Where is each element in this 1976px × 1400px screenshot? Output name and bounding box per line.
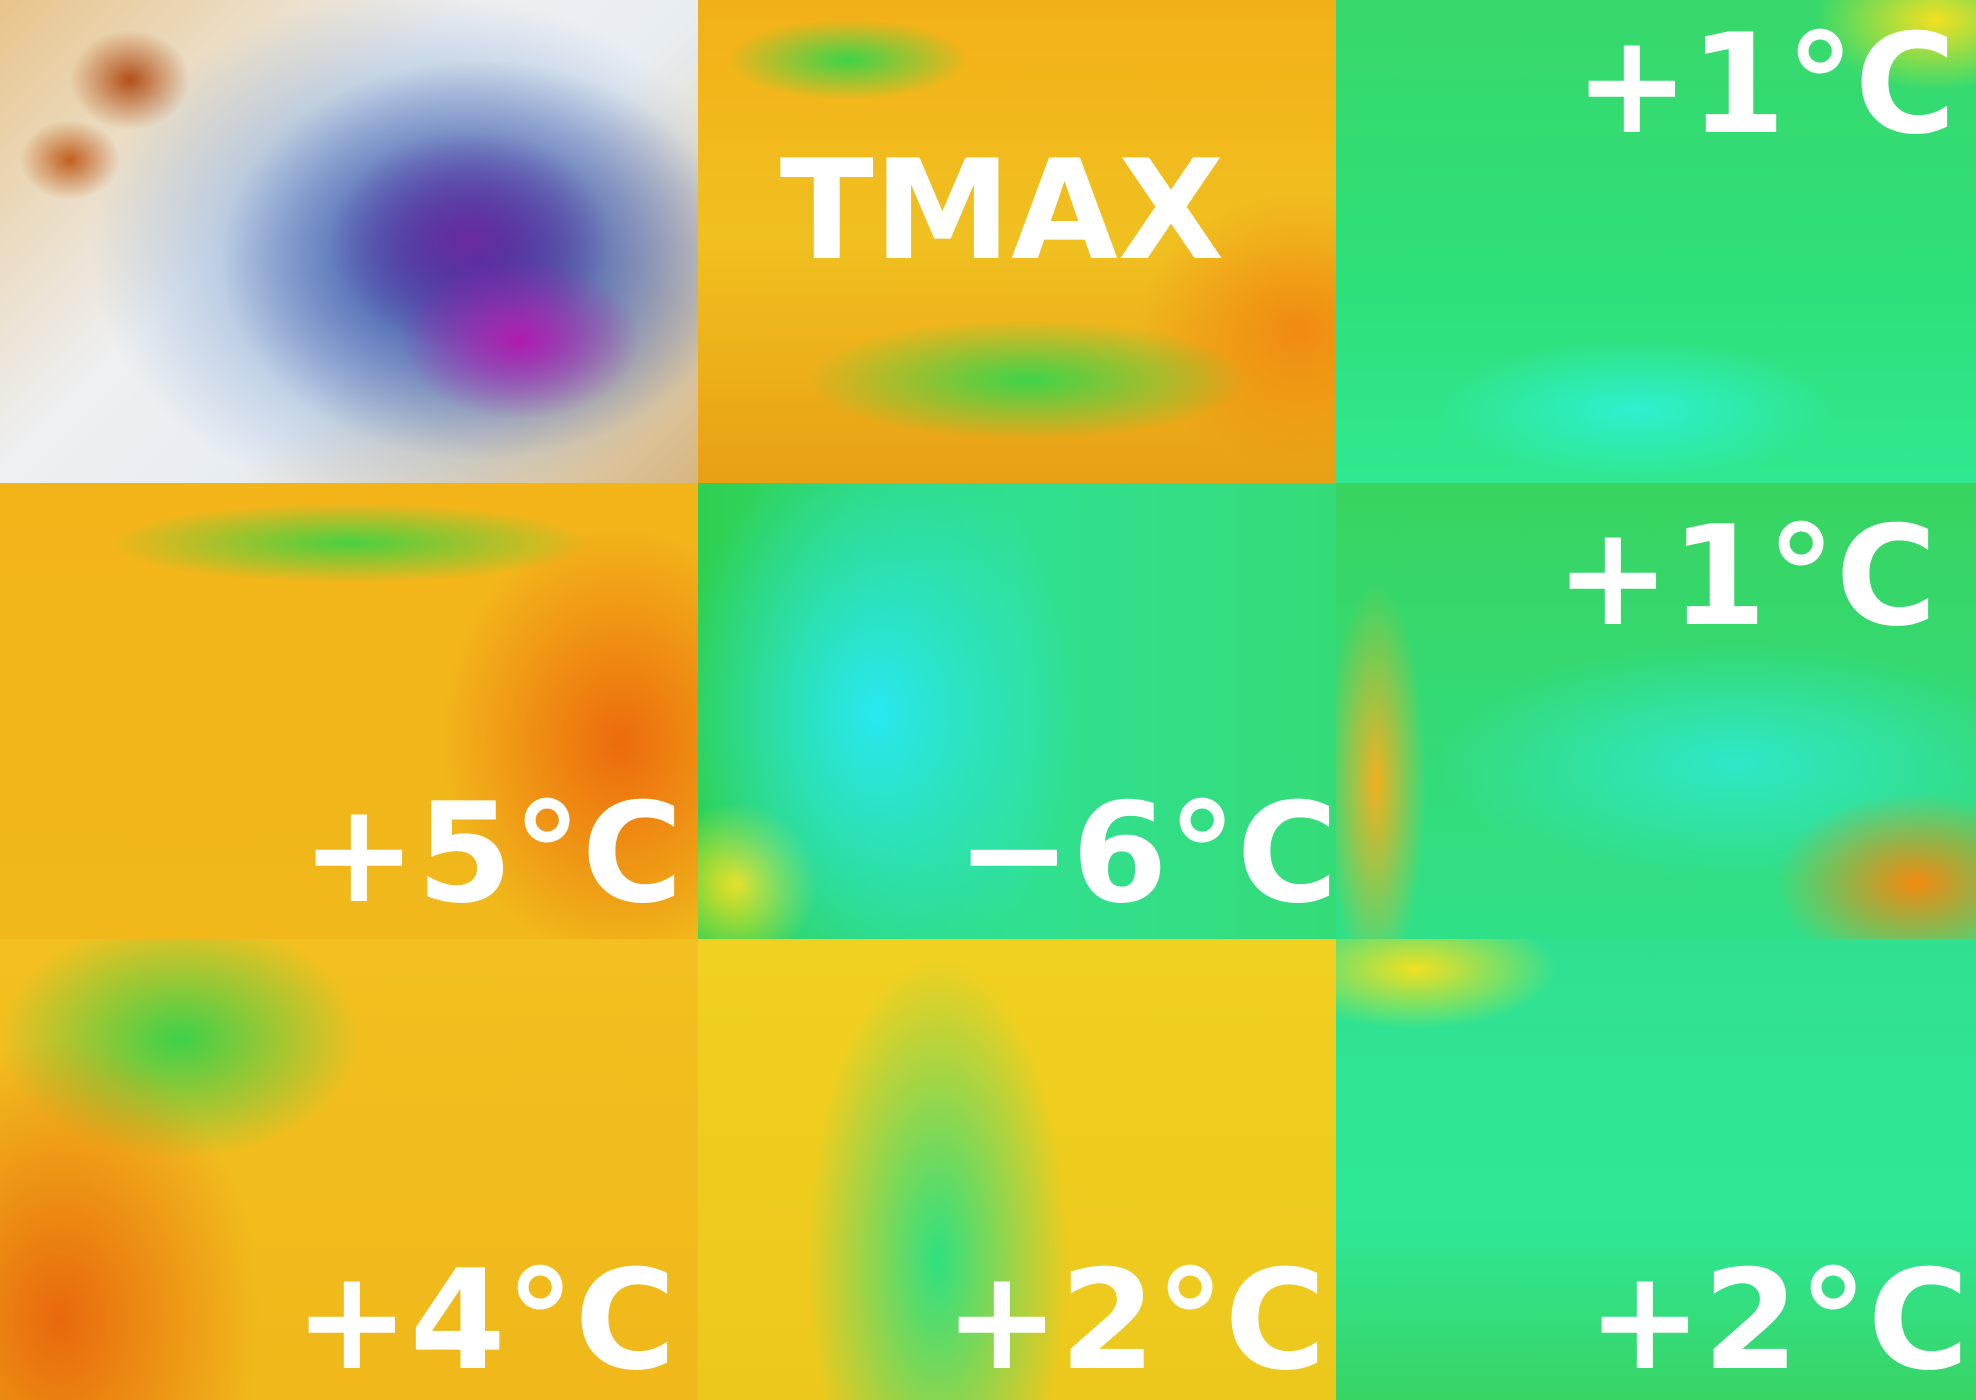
panel-label: −6°C <box>956 773 1338 934</box>
panel-label: +2°C <box>944 1240 1326 1400</box>
map-tile <box>1336 939 1976 1400</box>
map-tile <box>0 0 698 483</box>
panel-label: TMAX <box>780 130 1225 291</box>
panel-label: +1°C <box>1555 496 1937 657</box>
panel-label: +2°C <box>1587 1240 1969 1400</box>
map-tile <box>1336 483 1976 939</box>
map-tile <box>698 483 1336 939</box>
map-tile <box>0 939 698 1400</box>
map-tile <box>698 939 1336 1400</box>
map-tile <box>1336 0 1976 483</box>
panel-label: +5°C <box>301 773 683 934</box>
map-tile <box>698 0 1336 483</box>
panel-label: +4°C <box>294 1240 676 1400</box>
map-tile <box>0 483 698 939</box>
panel-label: +1°C <box>1574 4 1956 165</box>
